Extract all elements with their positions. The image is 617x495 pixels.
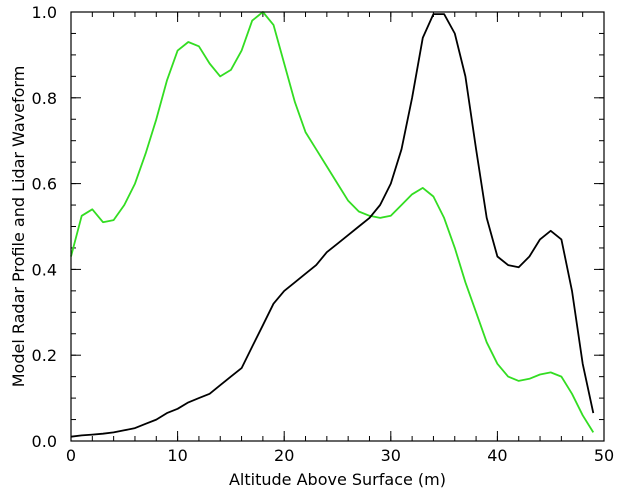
y-tick-label: 1.0 [32,3,57,22]
y-axis-label: Model Radar Profile and Lidar Waveform [9,66,28,388]
x-tick-label: 30 [381,446,401,465]
tick-labels: 0 10 20 30 40 50 0.0 0.2 0.4 0.6 0.8 1.0 [32,3,615,465]
x-tick-label: 20 [274,446,294,465]
series-line-green [70,11,595,433]
x-tick-label: 0 [66,446,76,465]
series-layer [70,11,595,438]
y-tick-label: 0.2 [32,346,57,365]
axis-ticks [70,11,605,442]
x-axis-label: Altitude Above Surface (m) [229,470,446,489]
y-tick-label: 0.8 [32,89,57,108]
y-tick-label: 0.6 [32,175,57,194]
x-tick-label: 50 [594,446,614,465]
plot-frame [70,11,605,442]
y-tick-label: 0.0 [32,432,57,451]
y-tick-label: 0.4 [32,260,57,279]
series-line-black [70,13,595,438]
x-tick-label: 40 [487,446,507,465]
x-tick-label: 10 [167,446,187,465]
